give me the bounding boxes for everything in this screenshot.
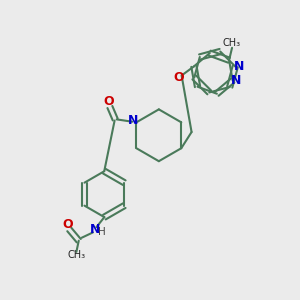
- Text: CH₃: CH₃: [223, 38, 241, 47]
- Text: N: N: [128, 114, 138, 127]
- Text: O: O: [62, 218, 73, 231]
- Text: N: N: [231, 74, 242, 87]
- Text: O: O: [103, 95, 114, 108]
- Text: N: N: [234, 60, 244, 73]
- Text: CH₃: CH₃: [67, 250, 86, 260]
- Text: N: N: [90, 223, 100, 236]
- Text: H: H: [98, 227, 105, 237]
- Text: O: O: [173, 71, 184, 84]
